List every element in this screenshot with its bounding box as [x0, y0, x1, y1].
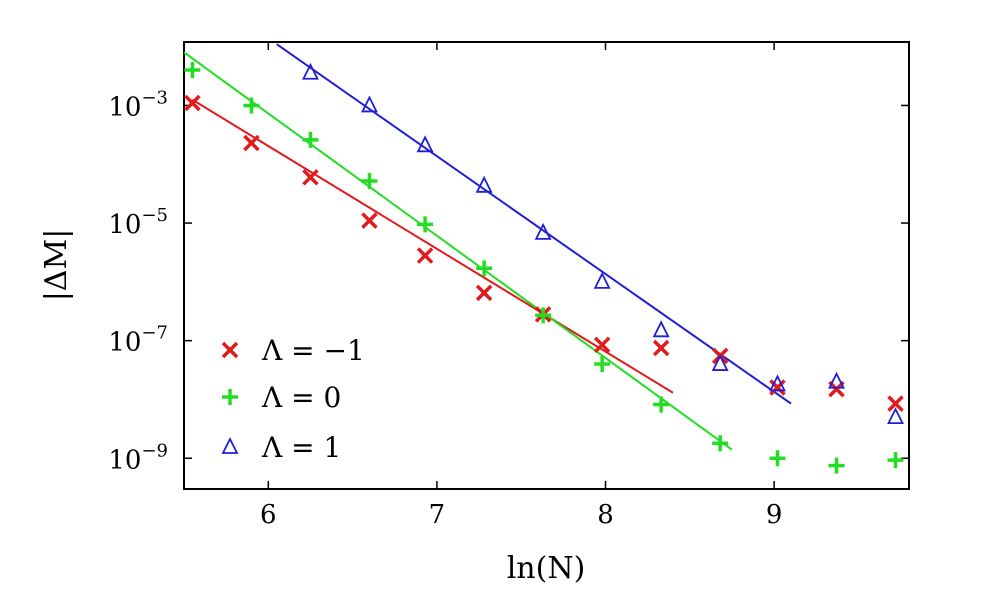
y-axis-label: |ΔM| [39, 229, 74, 302]
data-points [184, 62, 904, 474]
legend-marker-series-3 [221, 436, 239, 454]
data-point-series-1 [416, 247, 434, 264]
data-point-series-1 [593, 336, 611, 354]
data-point-series-3 [652, 320, 670, 338]
data-point-series-3 [475, 175, 493, 193]
data-point-series-3 [416, 135, 434, 153]
fit-line-series-2 [183, 51, 733, 451]
data-point-series-2 [476, 260, 493, 277]
data-point-series-3 [361, 95, 378, 113]
data-point-series-3 [828, 371, 845, 389]
x-axis-label: ln(N) [507, 551, 586, 586]
legend-marker-series-2 [222, 389, 238, 405]
legend: Λ = −1 Λ = 0 Λ = 1 [221, 334, 365, 464]
data-point-series-3 [534, 222, 552, 240]
data-point-series-3 [593, 271, 611, 289]
ticks: 6 7 8 9 10−3 10−5 10−7 10−9 [108, 42, 909, 530]
data-point-series-1 [769, 379, 786, 396]
data-point-series-3 [301, 62, 319, 80]
y-tick-label: 10−3 [108, 87, 168, 122]
data-point-series-3 [711, 354, 729, 371]
data-point-series-2 [302, 131, 319, 148]
data-point-series-1 [652, 339, 670, 357]
data-point-series-2 [653, 396, 670, 413]
data-point-series-1 [243, 134, 260, 152]
legend-marker-series-1 [221, 341, 239, 359]
x-tick-label: 9 [766, 500, 783, 530]
data-point-series-2 [828, 457, 845, 474]
legend-label-series-1: Λ = −1 [261, 334, 365, 367]
y-tick-label: 10−5 [108, 205, 168, 240]
fit-line-series-3 [276, 43, 792, 405]
data-point-series-2 [594, 356, 611, 373]
data-point-series-1 [887, 395, 904, 412]
data-point-series-2 [535, 307, 552, 324]
x-tick-label: 8 [597, 500, 614, 530]
data-point-series-1 [475, 284, 493, 302]
fit-lines [183, 43, 792, 451]
data-point-series-2 [184, 62, 201, 79]
data-point-series-3 [769, 374, 786, 392]
legend-label-series-3: Λ = 1 [261, 431, 341, 464]
data-point-series-1 [302, 169, 319, 186]
data-point-series-2 [417, 216, 434, 233]
data-point-series-2 [887, 452, 904, 469]
data-point-series-1 [184, 94, 201, 112]
y-tick-label: 10−9 [108, 440, 168, 475]
fit-line-series-1 [191, 98, 674, 394]
legend-label-series-2: Λ = 0 [261, 381, 341, 414]
data-point-series-3 [887, 407, 904, 425]
data-point-series-2 [361, 172, 378, 189]
data-point-series-2 [243, 97, 260, 114]
x-tick-label: 6 [260, 500, 277, 530]
data-point-series-2 [769, 450, 786, 467]
plot-frame [183, 41, 910, 490]
data-point-series-2 [712, 435, 729, 452]
data-point-series-1 [361, 212, 378, 229]
y-tick-label: 10−7 [108, 323, 168, 358]
x-tick-label: 7 [429, 500, 446, 530]
